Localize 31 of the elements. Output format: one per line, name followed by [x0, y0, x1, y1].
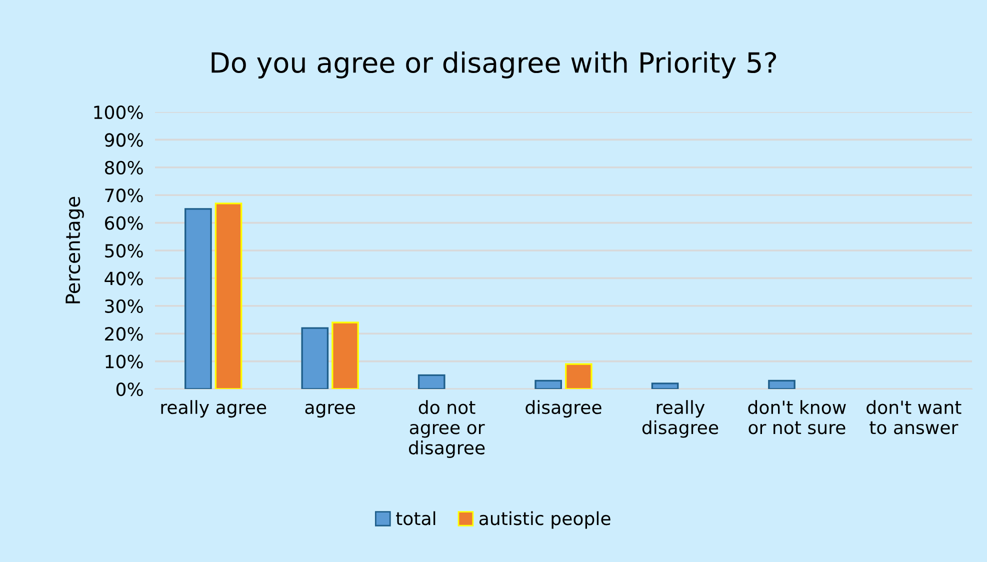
- bar: [418, 374, 446, 389]
- x-tick-label: don't want to answer: [866, 400, 962, 434]
- y-tick-label: 70%: [105, 188, 143, 202]
- y-tick-label: 30%: [105, 299, 143, 314]
- bar: [534, 380, 562, 389]
- bar: [184, 208, 212, 389]
- x-tick-label: do not agree or disagree: [408, 400, 485, 458]
- bar: [332, 322, 359, 389]
- bar: [565, 363, 592, 389]
- y-tick-label: 0%: [116, 382, 143, 396]
- legend-label: total: [396, 511, 436, 526]
- y-tick-label: 10%: [106, 354, 143, 368]
- bar: [768, 380, 796, 389]
- x-tick-label: really disagree: [642, 400, 718, 438]
- y-tick-label: 40%: [104, 272, 143, 286]
- chart-title: Do you agree or disagree with Priority 5?: [212, 52, 776, 78]
- y-tick-label: 60%: [105, 216, 143, 230]
- x-tick-label: don't know or not sure: [748, 400, 846, 434]
- y-tick-label: 50%: [105, 244, 143, 258]
- x-tick-label: agree: [305, 404, 355, 418]
- y-axis-title: Percentage: [66, 196, 84, 304]
- bar: [301, 327, 329, 389]
- y-tick-label: 90%: [104, 133, 143, 147]
- y-tick-label: 80%: [104, 160, 143, 175]
- bar: [651, 382, 679, 389]
- y-tick-label: 100%: [94, 105, 143, 120]
- x-tick-label: disagree: [526, 400, 602, 418]
- bar: [214, 202, 242, 389]
- y-tick-label: 20%: [105, 327, 143, 341]
- x-tick-label: really agree: [161, 400, 266, 418]
- legend-label: autistic people: [479, 511, 610, 529]
